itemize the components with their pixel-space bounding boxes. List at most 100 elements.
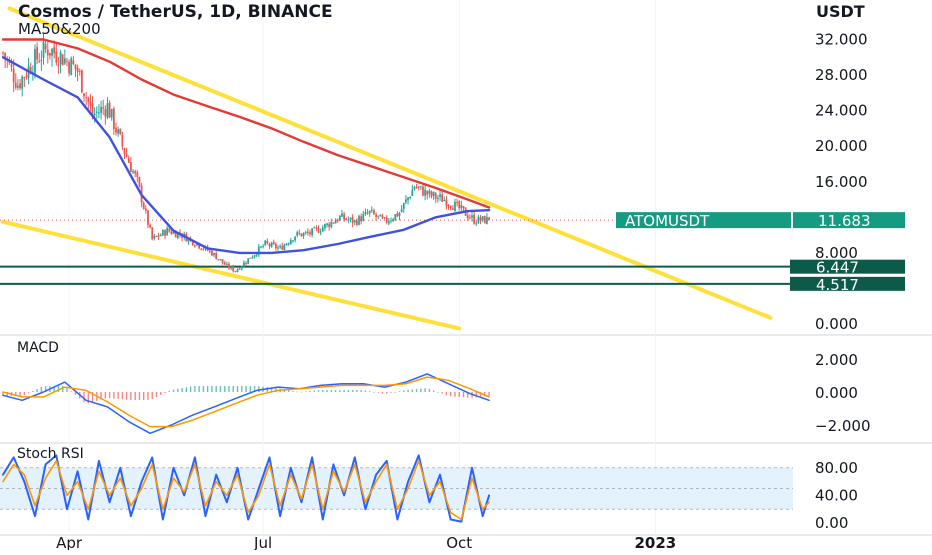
candle-up[interactable] (251, 257, 254, 259)
candle-up[interactable] (42, 41, 45, 58)
candle-down[interactable] (315, 227, 318, 229)
candle-up[interactable] (362, 214, 365, 221)
candle-up[interactable] (176, 232, 179, 239)
candle-down[interactable] (328, 223, 331, 228)
candle-down[interactable] (49, 52, 51, 56)
candle-down[interactable] (44, 44, 47, 49)
candle-up[interactable] (40, 59, 43, 61)
candle-up[interactable] (161, 230, 164, 236)
candle-down[interactable] (57, 64, 60, 67)
candle-down[interactable] (441, 194, 444, 202)
candle-down[interactable] (479, 217, 482, 221)
candle-up[interactable] (379, 214, 382, 217)
candle-down[interactable] (181, 235, 183, 238)
candle-down[interactable] (232, 266, 235, 272)
candle-down[interactable] (53, 46, 56, 54)
candle-up[interactable] (270, 242, 273, 247)
candle-up[interactable] (285, 243, 288, 246)
candle-down[interactable] (170, 231, 173, 235)
candle-down[interactable] (155, 235, 158, 237)
candle-down[interactable] (147, 210, 149, 226)
candle-down[interactable] (138, 177, 141, 187)
candle-up[interactable] (287, 243, 290, 245)
candle-down[interactable] (108, 102, 111, 118)
candle-up[interactable] (439, 194, 441, 197)
candle-up[interactable] (159, 234, 162, 237)
candle-up[interactable] (21, 76, 24, 89)
candle-down[interactable] (85, 96, 88, 98)
candle-up[interactable] (95, 111, 98, 113)
candle-down[interactable] (2, 52, 4, 54)
candle-down[interactable] (300, 233, 303, 237)
candle-down[interactable] (208, 250, 211, 252)
candle-up[interactable] (390, 220, 392, 222)
candle-up[interactable] (400, 209, 403, 213)
candle-down[interactable] (74, 64, 77, 70)
candle-down[interactable] (345, 218, 348, 220)
candle-down[interactable] (134, 171, 137, 174)
candle-down[interactable] (198, 244, 201, 249)
candle-down[interactable] (381, 215, 384, 218)
candle-up[interactable] (283, 244, 286, 250)
candle-up[interactable] (132, 171, 134, 173)
candle-up[interactable] (353, 220, 356, 223)
candle-down[interactable] (80, 70, 83, 93)
candle-down[interactable] (351, 216, 354, 224)
candle-up[interactable] (262, 245, 264, 247)
candle-down[interactable] (422, 186, 424, 196)
candle-down[interactable] (462, 206, 465, 209)
candle-up[interactable] (225, 263, 228, 265)
candle-up[interactable] (334, 220, 337, 224)
candle-down[interactable] (78, 71, 81, 73)
candle-down[interactable] (396, 213, 399, 217)
candle-up[interactable] (341, 213, 343, 217)
candle-up[interactable] (338, 215, 341, 221)
candle-down[interactable] (417, 186, 420, 188)
candle-down[interactable] (211, 250, 213, 256)
candle-down[interactable] (104, 109, 107, 117)
symbol-badge[interactable] (616, 212, 791, 229)
candle-up[interactable] (407, 197, 409, 201)
candle-down[interactable] (144, 208, 147, 211)
candle-down[interactable] (385, 217, 388, 223)
candle-up[interactable] (236, 269, 239, 272)
candle-up[interactable] (349, 217, 352, 220)
candle-up[interactable] (377, 215, 380, 217)
stoch-k-line[interactable] (2, 454, 491, 523)
candle-up[interactable] (419, 186, 422, 188)
candle-down[interactable] (228, 263, 230, 269)
last-price-badge[interactable] (793, 212, 905, 229)
candle-down[interactable] (449, 206, 452, 209)
candle-down[interactable] (238, 268, 241, 270)
candle-down[interactable] (123, 148, 126, 154)
candle-up[interactable] (432, 191, 435, 196)
candle-up[interactable] (34, 49, 36, 74)
candle-up[interactable] (279, 246, 282, 248)
candle-up[interactable] (394, 214, 397, 221)
candle-down[interactable] (447, 205, 450, 207)
candle-down[interactable] (430, 191, 433, 197)
candle-down[interactable] (249, 257, 252, 259)
candle-up[interactable] (358, 215, 360, 225)
candle-up[interactable] (321, 227, 324, 232)
indicator-title[interactable]: MA50&200 (18, 20, 101, 38)
candle-down[interactable] (12, 68, 15, 83)
candle-down[interactable] (456, 202, 458, 204)
candle-up[interactable] (387, 221, 390, 224)
candle-up[interactable] (243, 262, 245, 267)
candle-down[interactable] (19, 83, 21, 89)
candle-down[interactable] (174, 231, 177, 238)
candle-down[interactable] (272, 241, 275, 245)
candle-down[interactable] (317, 228, 320, 233)
candle-up[interactable] (166, 228, 169, 236)
level-badge[interactable] (790, 259, 905, 274)
candle-up[interactable] (110, 109, 113, 118)
candle-down[interactable] (142, 202, 145, 209)
candle-down[interactable] (72, 60, 75, 64)
candle-down[interactable] (306, 231, 309, 233)
candle-down[interactable] (332, 222, 335, 224)
candle-down[interactable] (130, 162, 132, 172)
candle-up[interactable] (402, 203, 405, 209)
macd-line[interactable] (2, 373, 490, 435)
candle-up[interactable] (405, 199, 407, 203)
